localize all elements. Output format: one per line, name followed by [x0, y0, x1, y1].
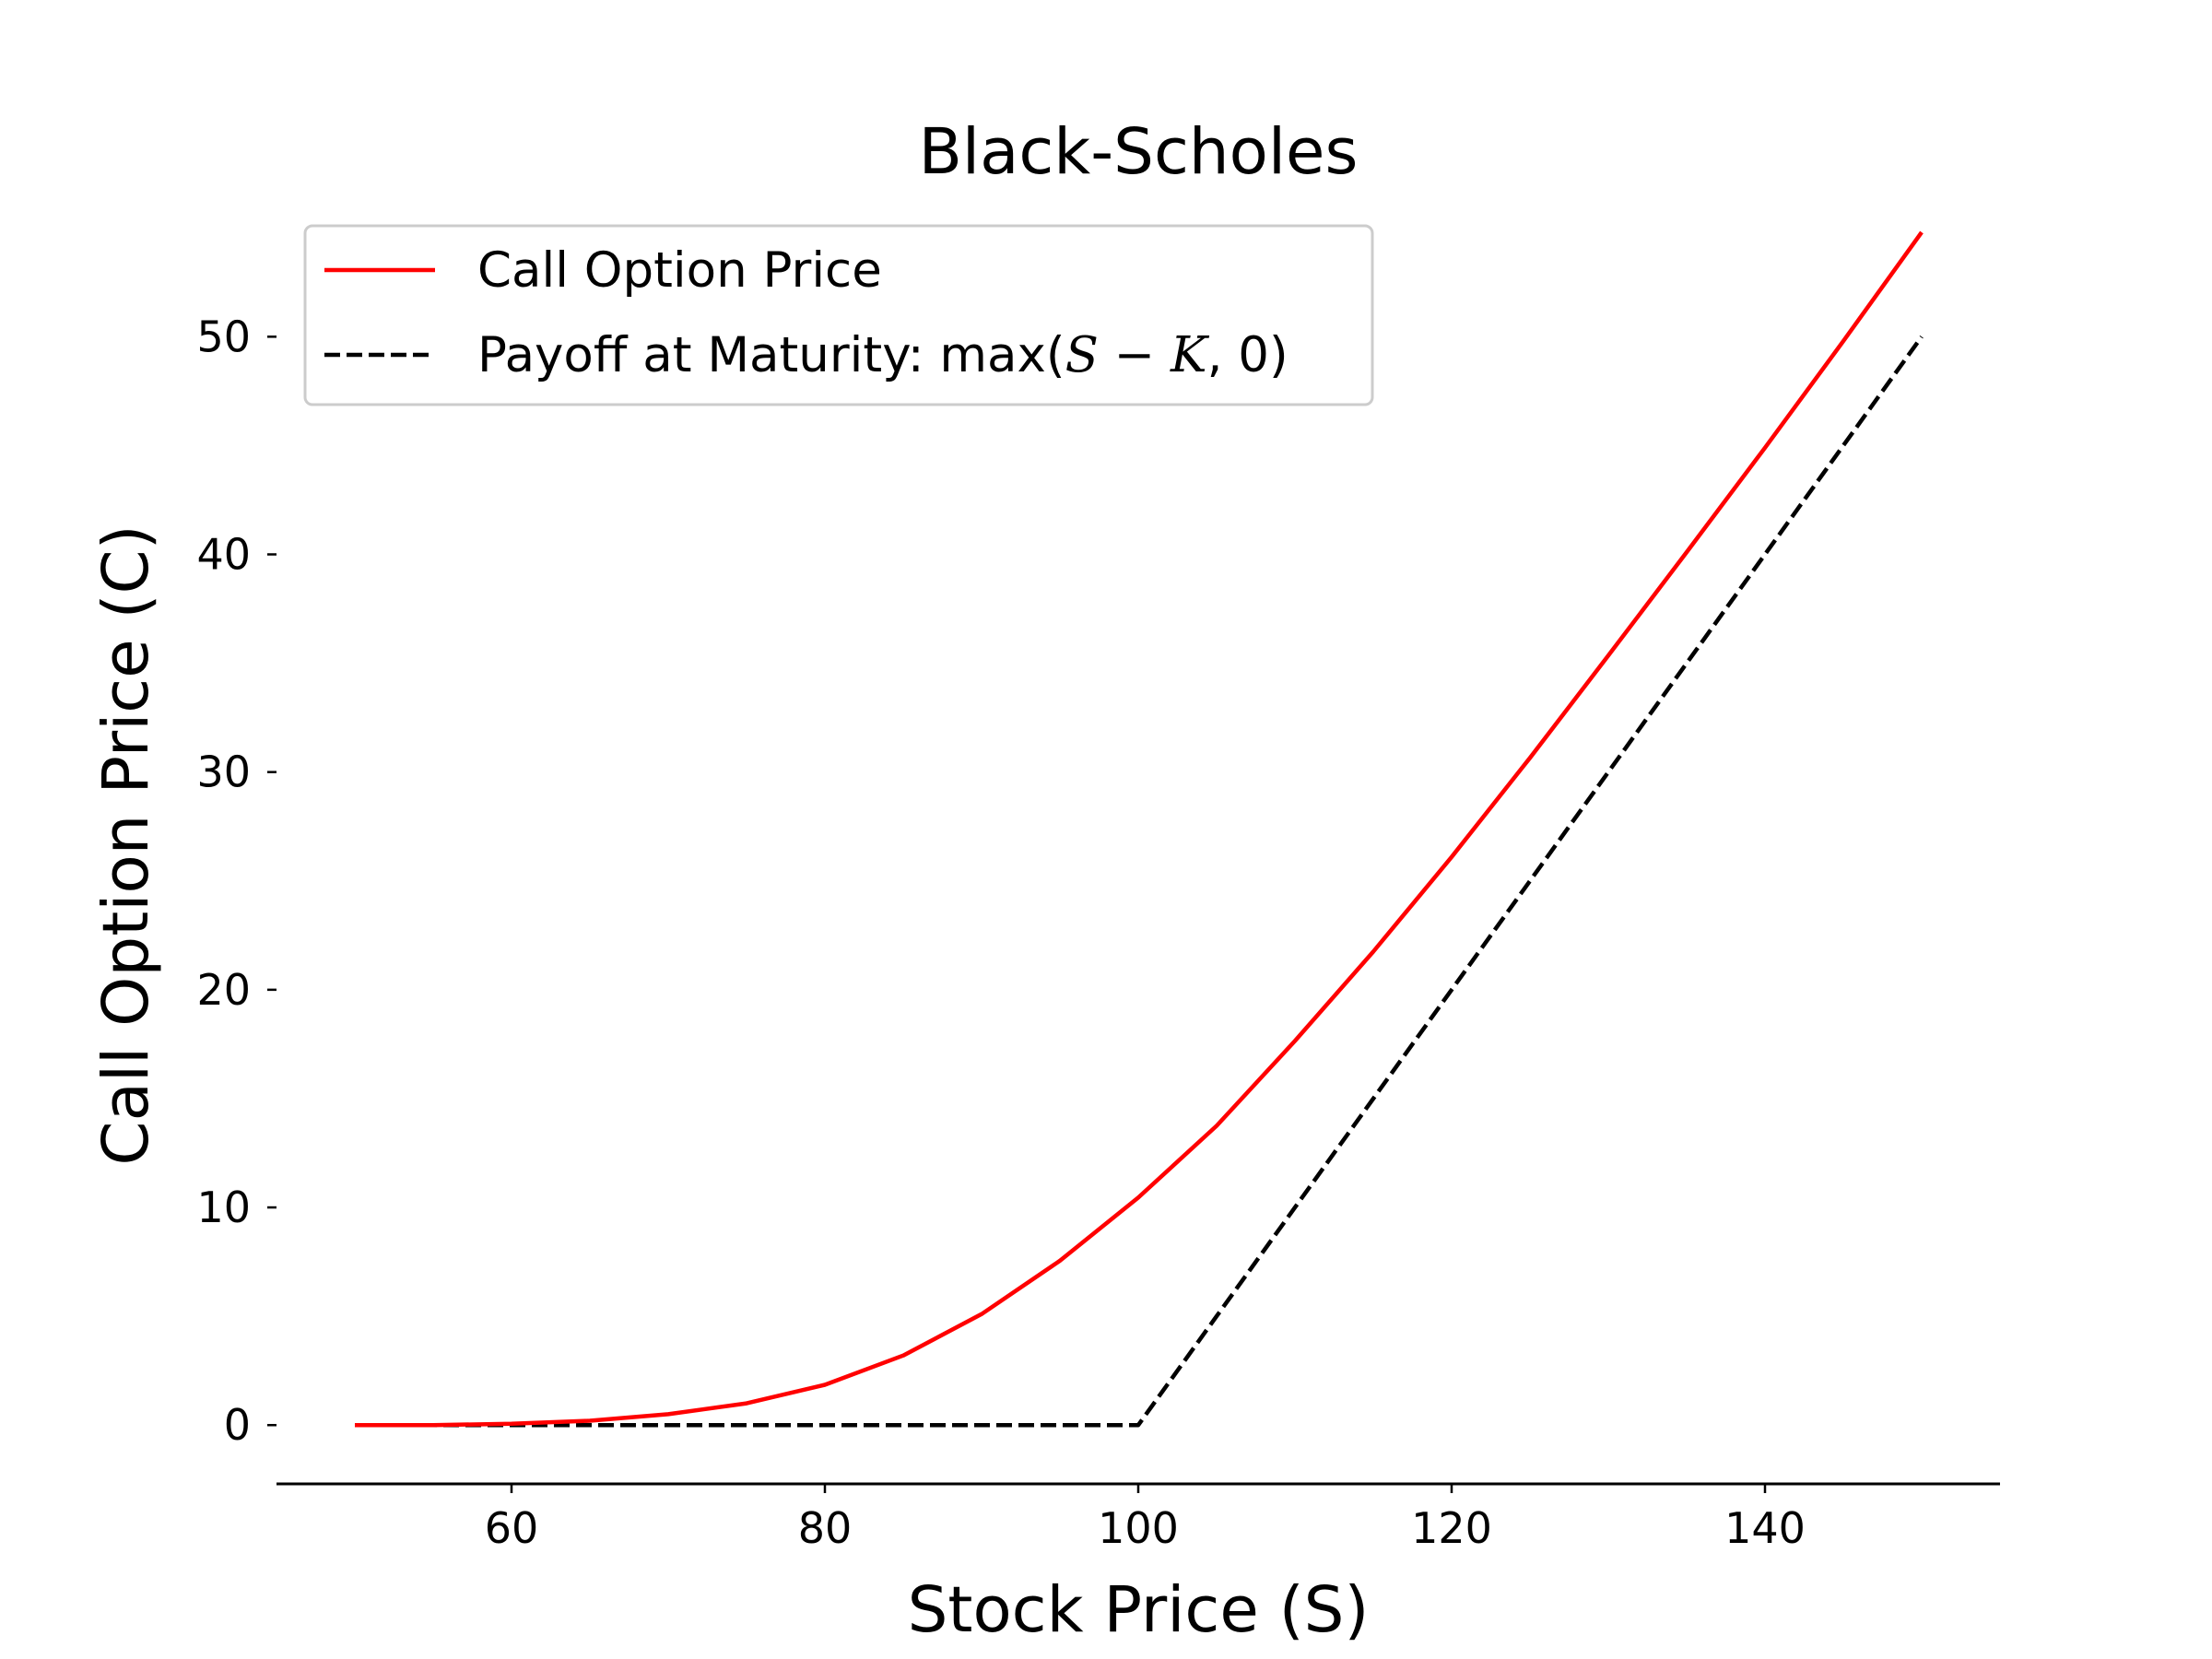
x-tick-label: 120 — [1411, 1503, 1492, 1553]
x-tick-label: 60 — [485, 1503, 539, 1553]
x-axis-label: Stock Price (S) — [908, 1573, 1370, 1647]
x-tick-label: 140 — [1724, 1503, 1806, 1553]
x-ticks: 60 80 100 120 140 — [485, 1484, 1806, 1553]
x-tick-label: 100 — [1098, 1503, 1179, 1553]
x-tick-label: 80 — [798, 1503, 853, 1553]
legend-payoff-suffix: , 0) — [1207, 327, 1288, 383]
y-tick-label: 10 — [196, 1182, 251, 1232]
y-tick-label: 40 — [196, 530, 251, 580]
y-axis-label: Call Option Price (C) — [89, 524, 163, 1165]
y-tick-label: 20 — [196, 965, 251, 1015]
y-tick-label: 50 — [196, 312, 251, 361]
legend-payoff-math: S − K — [1065, 327, 1210, 383]
y-tick-label: 30 — [196, 747, 251, 797]
y-tick-label: 0 — [224, 1400, 251, 1450]
legend-payoff-label: Payoff at Maturity: max(S − K, 0) — [477, 327, 1288, 383]
legend-box — [303, 224, 1374, 406]
legend: Call Option Price Payoff at Maturity: ma… — [303, 224, 1374, 406]
legend-payoff-prefix: Payoff at Maturity: max( — [477, 327, 1065, 383]
series-call-option-price-line — [355, 230, 1924, 1428]
y-ticks: 0 10 20 30 40 50 — [196, 312, 276, 1450]
series-payoff-line — [355, 335, 1924, 1428]
chart-title: Black-Scholes — [919, 115, 1359, 189]
legend-call-label: Call Option Price — [477, 242, 882, 299]
plot-area — [355, 230, 1924, 1428]
